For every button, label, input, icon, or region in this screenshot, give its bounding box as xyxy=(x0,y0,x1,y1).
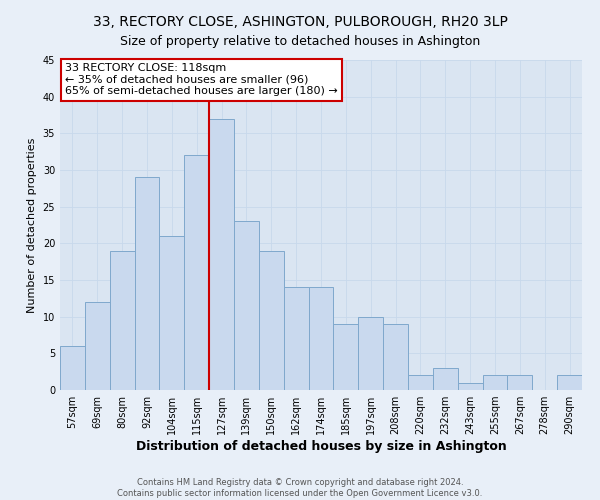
Bar xyxy=(508,376,532,390)
Bar xyxy=(358,316,383,390)
Y-axis label: Number of detached properties: Number of detached properties xyxy=(27,138,37,312)
Bar xyxy=(334,324,358,390)
Bar xyxy=(209,118,234,390)
Bar xyxy=(458,382,482,390)
Text: Size of property relative to detached houses in Ashington: Size of property relative to detached ho… xyxy=(120,35,480,48)
Bar xyxy=(234,222,259,390)
Bar xyxy=(433,368,458,390)
Text: 33 RECTORY CLOSE: 118sqm
← 35% of detached houses are smaller (96)
65% of semi-d: 33 RECTORY CLOSE: 118sqm ← 35% of detach… xyxy=(65,64,338,96)
Bar xyxy=(308,288,334,390)
Bar xyxy=(134,178,160,390)
X-axis label: Distribution of detached houses by size in Ashington: Distribution of detached houses by size … xyxy=(136,440,506,453)
Text: 33, RECTORY CLOSE, ASHINGTON, PULBOROUGH, RH20 3LP: 33, RECTORY CLOSE, ASHINGTON, PULBOROUGH… xyxy=(92,15,508,29)
Bar xyxy=(383,324,408,390)
Bar xyxy=(160,236,184,390)
Bar xyxy=(259,250,284,390)
Bar xyxy=(482,376,508,390)
Bar xyxy=(110,250,134,390)
Bar xyxy=(408,376,433,390)
Bar xyxy=(184,156,209,390)
Bar xyxy=(85,302,110,390)
Bar xyxy=(284,288,308,390)
Bar xyxy=(557,376,582,390)
Text: Contains HM Land Registry data © Crown copyright and database right 2024.
Contai: Contains HM Land Registry data © Crown c… xyxy=(118,478,482,498)
Bar xyxy=(60,346,85,390)
